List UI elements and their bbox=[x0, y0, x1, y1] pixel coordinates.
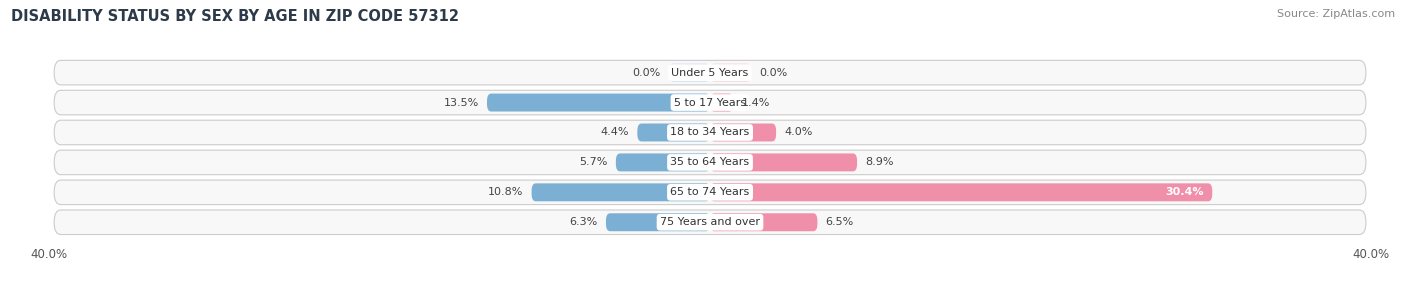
Text: 65 to 74 Years: 65 to 74 Years bbox=[671, 187, 749, 197]
Text: 5 to 17 Years: 5 to 17 Years bbox=[673, 98, 747, 108]
Legend: Male, Female: Male, Female bbox=[648, 301, 772, 304]
Text: 30.4%: 30.4% bbox=[1166, 187, 1204, 197]
FancyBboxPatch shape bbox=[710, 94, 733, 112]
FancyBboxPatch shape bbox=[55, 120, 1365, 145]
Text: 35 to 64 Years: 35 to 64 Years bbox=[671, 157, 749, 168]
FancyBboxPatch shape bbox=[710, 154, 858, 171]
Text: Under 5 Years: Under 5 Years bbox=[672, 67, 748, 78]
Text: 8.9%: 8.9% bbox=[865, 157, 894, 168]
Text: 5.7%: 5.7% bbox=[579, 157, 607, 168]
Text: 0.0%: 0.0% bbox=[633, 67, 661, 78]
FancyBboxPatch shape bbox=[637, 123, 710, 141]
Text: 75 Years and over: 75 Years and over bbox=[659, 217, 761, 227]
FancyBboxPatch shape bbox=[55, 210, 1365, 234]
FancyBboxPatch shape bbox=[55, 150, 1365, 175]
Text: 1.4%: 1.4% bbox=[741, 98, 770, 108]
FancyBboxPatch shape bbox=[55, 180, 1365, 205]
FancyBboxPatch shape bbox=[710, 64, 751, 81]
Text: 0.0%: 0.0% bbox=[759, 67, 787, 78]
Text: 6.3%: 6.3% bbox=[569, 217, 598, 227]
Text: Source: ZipAtlas.com: Source: ZipAtlas.com bbox=[1277, 9, 1395, 19]
Text: 10.8%: 10.8% bbox=[488, 187, 523, 197]
FancyBboxPatch shape bbox=[606, 213, 710, 231]
Text: DISABILITY STATUS BY SEX BY AGE IN ZIP CODE 57312: DISABILITY STATUS BY SEX BY AGE IN ZIP C… bbox=[11, 9, 460, 24]
FancyBboxPatch shape bbox=[710, 213, 817, 231]
Text: 4.4%: 4.4% bbox=[600, 127, 628, 137]
Text: 4.0%: 4.0% bbox=[785, 127, 813, 137]
FancyBboxPatch shape bbox=[710, 123, 776, 141]
FancyBboxPatch shape bbox=[486, 94, 710, 112]
Text: 6.5%: 6.5% bbox=[825, 217, 853, 227]
FancyBboxPatch shape bbox=[55, 90, 1365, 115]
Text: 18 to 34 Years: 18 to 34 Years bbox=[671, 127, 749, 137]
FancyBboxPatch shape bbox=[669, 64, 710, 81]
FancyBboxPatch shape bbox=[710, 183, 1212, 201]
FancyBboxPatch shape bbox=[616, 154, 710, 171]
FancyBboxPatch shape bbox=[55, 60, 1365, 85]
Text: 13.5%: 13.5% bbox=[443, 98, 478, 108]
FancyBboxPatch shape bbox=[531, 183, 710, 201]
